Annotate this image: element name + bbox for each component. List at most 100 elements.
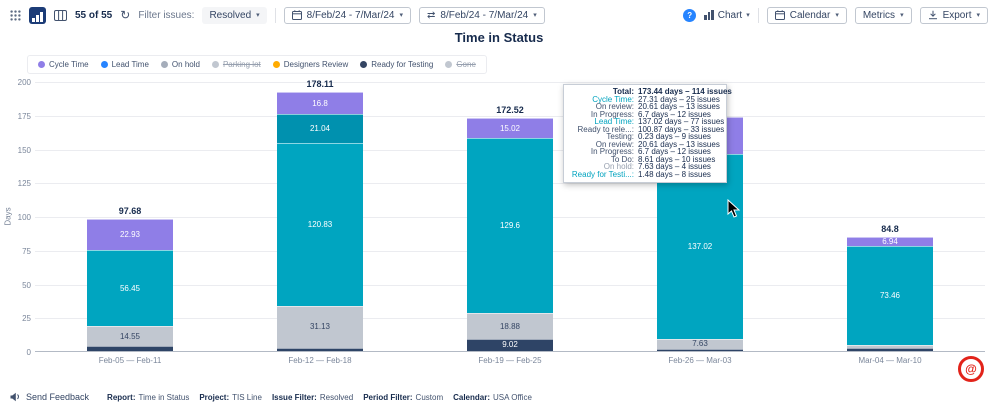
issue-filter-value: Resolved: [209, 9, 252, 21]
legend-item-cycle-time[interactable]: Cycle Time: [38, 60, 89, 69]
segment-value-label: 22.93: [119, 230, 141, 240]
legend-dot: [272, 61, 280, 68]
page-title: Time in Status: [454, 30, 544, 45]
bar-segment-ready-for-testing[interactable]: [277, 347, 363, 351]
gridline: [35, 351, 985, 352]
legend-item-gone[interactable]: Gone: [445, 60, 476, 69]
bar-segment-cycle-time[interactable]: 16.8: [277, 91, 363, 115]
bar-segment-on-hold[interactable]: 14.55: [87, 326, 173, 346]
calendar-dropdown[interactable]: Calendar ▾: [766, 6, 847, 24]
bar-segment-lead-time[interactable]: 73.46: [847, 245, 933, 346]
tooltip-value: 1.48 days – 8 issues: [638, 169, 711, 179]
report-info-item: Report: Time in Status: [107, 393, 189, 402]
export-dropdown[interactable]: Export ▾: [919, 6, 988, 24]
app-switcher-icon[interactable]: [10, 9, 21, 21]
info-value: Time in Status: [138, 392, 190, 402]
bar-segment-ready-for-testing[interactable]: [87, 345, 173, 351]
bar-segment-on-hold[interactable]: 31.13: [277, 305, 363, 348]
tooltip-value: 7.63 days – 4 issues: [638, 162, 711, 171]
legend-item-parking-lot[interactable]: Parking lot: [211, 60, 261, 69]
report-info-item: Project: TIS Line: [199, 393, 262, 402]
tooltip-label: In Progress:: [590, 147, 634, 156]
bar-segment-cycle-time[interactable]: 22.93: [87, 219, 173, 251]
toolbar: 55 of 55 ↻ Filter issues: Resolved ▾ 8/F…: [0, 0, 998, 28]
bar-chart-icon: [704, 10, 714, 20]
legend-item-ready-for-testing[interactable]: Ready for Testing: [360, 60, 433, 69]
legend-item-lead-time[interactable]: Lead Time: [100, 60, 149, 69]
bar-segment-ready-for-testing[interactable]: [847, 348, 933, 351]
compare-period-dropdown[interactable]: ⇄ 8/Feb/24 - 7/Mar/24 ▾: [419, 6, 545, 24]
segment-value-label: 18.88: [499, 321, 521, 331]
bar-segment-cycle-time[interactable]: 15.02: [467, 118, 553, 139]
segment-value-label: 15.02: [499, 123, 521, 133]
segment-value-label: 16.8: [312, 98, 328, 108]
report-summary: Report: Time in Status Project: TIS Line Iss…: [107, 393, 532, 402]
segment-value-label: 14.55: [119, 331, 141, 341]
send-feedback-label: Send Feedback: [26, 392, 90, 402]
refresh-icon[interactable]: ↻: [120, 8, 131, 22]
help-icon[interactable]: ?: [683, 8, 697, 22]
metrics-dropdown-label: Metrics: [862, 9, 896, 21]
tooltip-label: Cycle Time:: [592, 94, 634, 104]
bar-feb-19-feb-25[interactable]: 9.02 18.88 129.6 15.02 172.52: [467, 105, 553, 351]
date-range-dropdown[interactable]: 8/Feb/24 - 7/Mar/24 ▾: [283, 6, 411, 24]
issue-filter-dropdown[interactable]: Resolved ▾: [202, 6, 267, 24]
bar-segment-cycle-time[interactable]: 21.04: [277, 114, 363, 143]
info-value: Resolved: [319, 392, 354, 402]
info-value: TIS Line: [232, 392, 262, 402]
bar-segment-lead-time[interactable]: 56.45: [87, 250, 173, 327]
bar-segment-ready-for-testing[interactable]: 9.02: [467, 338, 553, 351]
support-widget-button[interactable]: @: [958, 356, 984, 382]
bar-segment-on-hold[interactable]: 18.88: [467, 313, 553, 339]
issue-count: 55 of 55: [75, 9, 113, 21]
bar-feb-05-feb-11[interactable]: 14.55 56.45 22.93 97.68: [87, 206, 173, 351]
tooltip-value: 8.61 days – 10 issues: [638, 154, 716, 164]
tooltip-row: Total: 173.44 days – 114 issues: [570, 87, 732, 96]
legend-item-on-hold[interactable]: On hold: [160, 60, 200, 69]
chevron-down-icon: ▾: [256, 12, 260, 19]
tooltip-row: Lead Time: 137.02 days – 77 issues: [570, 118, 724, 126]
x-axis-label: Feb-19 — Feb-25: [478, 356, 542, 365]
bar-total-label: 172.52: [496, 105, 524, 116]
segment-value-label: 56.45: [119, 283, 141, 293]
bar-feb-12-feb-18[interactable]: 31.13 120.83 21.04 16.8 178.11: [277, 79, 363, 351]
send-feedback-button[interactable]: Send Feedback: [10, 392, 89, 402]
bar-segment-lead-time[interactable]: 120.83: [277, 142, 363, 306]
tooltip-label: Ready to rele...:: [577, 124, 634, 134]
tooltip-label: Testing:: [606, 132, 634, 141]
tooltip-label: To Do:: [610, 154, 634, 164]
bar-total-label: 97.68: [118, 206, 142, 217]
bar-segment-lead-time[interactable]: 137.02: [657, 153, 743, 339]
bar-segment-on-hold[interactable]: [847, 345, 933, 349]
legend-label: Parking lot: [222, 60, 261, 69]
tooltip-label: Total:: [612, 87, 634, 96]
y-axis-tick: 175: [17, 111, 31, 121]
toolbar-divider: [274, 7, 276, 23]
bar-mar-04-mar-10[interactable]: 73.46 6.94 84.8: [847, 224, 933, 351]
legend-dot: [38, 61, 45, 68]
tooltip-value: 137.02 days – 77 issues: [638, 117, 725, 126]
megaphone-icon: [10, 392, 21, 402]
board-view-icon[interactable]: [54, 9, 67, 21]
chart-type-dropdown[interactable]: Chart ▾: [704, 10, 750, 21]
legend-label: Ready for Testing: [371, 60, 434, 69]
calendar-icon: [774, 10, 785, 20]
segment-value-label: 7.63: [692, 339, 708, 349]
bar-segment-ready-for-testing[interactable]: [657, 349, 743, 351]
tooltip-label: On review:: [595, 139, 634, 149]
tooltip-value: 20.61 days – 13 issues: [638, 102, 720, 111]
bar-segment-cycle-time[interactable]: 6.94: [847, 236, 933, 246]
x-axis-label: Feb-12 — Feb-18: [288, 356, 352, 365]
time-in-status-logo-icon[interactable]: [29, 6, 46, 24]
bar-segment-on-hold[interactable]: 7.63: [657, 338, 743, 349]
chevron-down-icon: ▾: [900, 12, 904, 19]
tooltip-label: In Progress:: [590, 109, 634, 119]
legend-item-designers-review[interactable]: Designers Review: [272, 60, 348, 69]
bar-segment-lead-time[interactable]: 129.6: [467, 138, 553, 314]
tooltip-value: 173.44 days – 114 issues: [638, 87, 732, 96]
tooltip-row: On review: 20.61 days – 13 issues: [570, 103, 720, 111]
stacked-bar-chart: 0 25 50 75 100 125 150 175 200 14.55 56.45 22.93 97.…: [18, 78, 985, 365]
report-info-item: Calendar: USA Office: [453, 393, 532, 402]
metrics-dropdown[interactable]: Metrics ▾: [854, 6, 912, 24]
tooltip-value: 100.87 days – 33 issues: [638, 124, 725, 134]
